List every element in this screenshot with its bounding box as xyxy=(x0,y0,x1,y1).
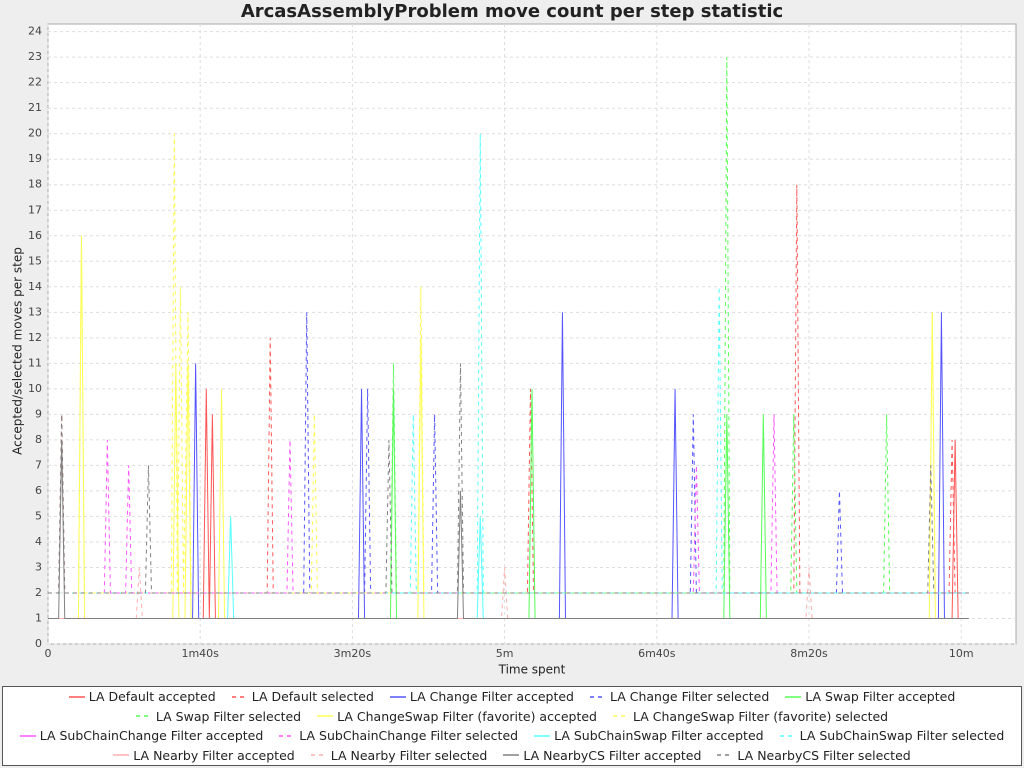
y-tick-label: 18 xyxy=(28,178,42,191)
y-tick-label: 17 xyxy=(28,203,42,216)
legend-item: LA Swap Filter selected xyxy=(135,708,302,724)
series-line xyxy=(48,57,969,594)
y-tick-label: 11 xyxy=(28,356,42,369)
legend-item: LA Nearby Filter selected xyxy=(310,747,488,763)
y-tick-label: 8 xyxy=(35,433,42,446)
legend-item: LA Default selected xyxy=(231,689,374,705)
series-line xyxy=(48,388,969,619)
legend-label: LA Nearby Filter accepted xyxy=(133,747,295,763)
legend-swatch xyxy=(389,696,406,698)
legend-item: LA NearbyCS Filter selected xyxy=(717,747,911,763)
series-line xyxy=(48,567,969,619)
y-tick-label: 22 xyxy=(28,76,42,89)
legend-item: LA Change Filter accepted xyxy=(389,689,574,705)
y-tick-label: 2 xyxy=(35,586,42,599)
legend: LA Default accepted LA Default selected LA… xyxy=(2,686,1022,766)
legend-swatch xyxy=(779,735,796,737)
y-tick-label: 23 xyxy=(28,50,42,63)
y-tick-label: 12 xyxy=(28,331,42,344)
x-axis-label: Time spent xyxy=(498,663,566,677)
plot-area xyxy=(47,23,1017,645)
legend-item: LA ChangeSwap Filter (favorite) selected xyxy=(613,709,888,724)
legend-label: LA Default selected xyxy=(251,689,374,705)
legend-label: LA Nearby Filter selected xyxy=(330,747,488,763)
y-tick-label: 7 xyxy=(35,458,42,471)
legend-item: LA Change Filter selected xyxy=(589,689,770,705)
legend-item: LA SubChainSwap Filter selected xyxy=(779,728,1005,744)
y-tick-label: 9 xyxy=(35,407,42,420)
y-tick-label: 24 xyxy=(28,25,42,38)
legend-item: LA NearbyCS Filter accepted xyxy=(503,748,701,763)
series-line xyxy=(48,312,969,594)
chart: ArcasAssemblyProblem move count per step… xyxy=(11,1,1017,677)
legend-label: LA Swap Filter accepted xyxy=(805,689,956,705)
x-tick-label: 5m xyxy=(496,647,514,660)
legend-item: LA Default accepted xyxy=(68,689,216,705)
y-tick-label: 1 xyxy=(35,611,42,624)
legend-swatch xyxy=(231,696,248,698)
series-line xyxy=(48,312,969,619)
y-tick-label: 20 xyxy=(28,127,42,140)
legend-label: LA Default accepted xyxy=(88,689,216,705)
legend-label: LA SubChainChange Filter accepted xyxy=(39,728,264,744)
legend-item: LA SubChainChange Filter selected xyxy=(279,728,518,743)
y-tick-label: 0 xyxy=(35,637,42,650)
legend-swatch xyxy=(68,696,85,698)
legend-item: LA Swap Filter accepted xyxy=(785,689,955,704)
y-tick-label: 5 xyxy=(35,509,42,522)
x-tick-label: 1m40s xyxy=(181,647,219,660)
legend-item: LA ChangeSwap Filter (favorite) accepted xyxy=(317,709,597,724)
legend-item: LA Nearby Filter accepted xyxy=(113,747,295,763)
legend-label: LA ChangeSwap Filter (favorite) selected xyxy=(633,708,889,724)
series-line xyxy=(48,439,969,619)
chart-title: ArcasAssemblyProblem move count per step… xyxy=(241,1,783,22)
legend-swatch xyxy=(135,715,152,717)
legend-label: LA Swap Filter selected xyxy=(155,708,302,724)
legend-swatch xyxy=(503,754,520,756)
legend-swatch xyxy=(717,754,734,756)
legend-swatch xyxy=(613,715,629,717)
x-tick-label: 6m40s xyxy=(638,647,676,660)
series-line xyxy=(48,363,969,594)
legend-swatch xyxy=(589,696,606,698)
legend-label: LA Change Filter accepted xyxy=(409,689,574,705)
series-line xyxy=(48,184,969,594)
y-tick-label: 14 xyxy=(28,280,42,293)
legend-label: LA SubChainSwap Filter selected xyxy=(799,728,1005,744)
series-line xyxy=(48,133,969,594)
y-tick-label: 21 xyxy=(28,101,42,114)
y-tick-label: 4 xyxy=(35,535,42,548)
x-tick-label: 3m20s xyxy=(334,647,372,660)
legend-swatch xyxy=(279,735,296,737)
legend-item: LA SubChainSwap Filter accepted xyxy=(534,728,764,743)
legend-label: LA ChangeSwap Filter (favorite) accepted xyxy=(337,708,597,724)
legend-label: LA NearbyCS Filter accepted xyxy=(523,747,702,763)
x-tick-label: 0 xyxy=(45,647,52,660)
legend-item: LA SubChainChange Filter accepted xyxy=(19,728,264,744)
legend-label: LA SubChainChange Filter selected xyxy=(299,728,519,744)
legend-swatch xyxy=(785,696,802,698)
legend-label: LA SubChainSwap Filter accepted xyxy=(554,728,764,744)
legend-swatch xyxy=(19,735,36,737)
legend-label: LA NearbyCS Filter selected xyxy=(737,747,911,763)
y-tick-label: 13 xyxy=(28,305,42,318)
y-tick-label: 6 xyxy=(35,484,42,497)
y-tick-label: 15 xyxy=(28,254,42,267)
y-axis-label: Accepted/selected moves per step xyxy=(11,247,25,455)
legend-swatch xyxy=(310,754,327,756)
series-line xyxy=(48,414,969,594)
y-tick-label: 19 xyxy=(28,152,42,165)
legend-swatch xyxy=(317,715,334,717)
y-tick-label: 16 xyxy=(28,229,42,242)
legend-label: LA Change Filter selected xyxy=(609,689,770,705)
legend-swatch xyxy=(534,735,551,737)
y-tick-label: 10 xyxy=(28,382,42,395)
x-tick-label: 10m xyxy=(949,647,974,660)
legend-swatch xyxy=(113,754,130,756)
y-tick-label: 3 xyxy=(35,560,42,573)
x-tick-label: 8m20s xyxy=(790,647,828,660)
